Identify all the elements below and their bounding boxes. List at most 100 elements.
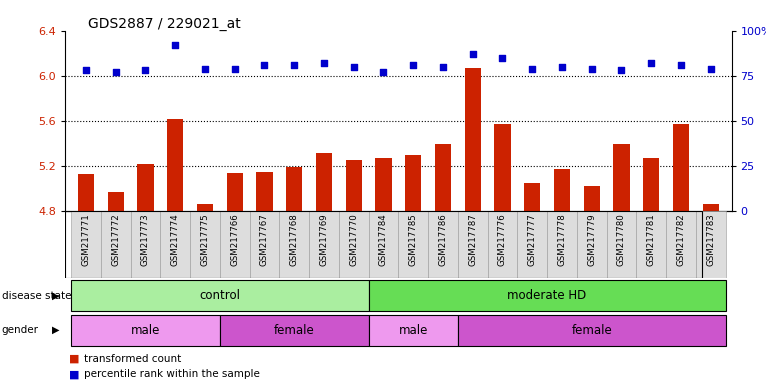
Text: GSM217777: GSM217777	[528, 213, 537, 266]
Text: disease state: disease state	[2, 291, 71, 301]
Point	[199, 66, 211, 72]
FancyBboxPatch shape	[250, 211, 280, 278]
Text: GSM217773: GSM217773	[141, 213, 150, 266]
Bar	[345, 161, 362, 211]
Text: GSM217787: GSM217787	[468, 213, 477, 266]
Bar	[614, 144, 630, 211]
Bar	[167, 119, 183, 211]
Bar	[524, 183, 540, 211]
Point	[526, 66, 538, 72]
Bar	[494, 124, 511, 211]
Point	[258, 62, 270, 68]
Point	[645, 60, 657, 66]
Text: gender: gender	[2, 325, 38, 335]
Bar	[257, 172, 273, 211]
Point	[705, 66, 717, 72]
Text: GSM217782: GSM217782	[676, 213, 686, 266]
Text: ■: ■	[69, 354, 80, 364]
Bar	[286, 167, 303, 211]
FancyBboxPatch shape	[101, 211, 130, 278]
Point	[348, 64, 360, 70]
Point	[318, 60, 330, 66]
Text: percentile rank within the sample: percentile rank within the sample	[84, 369, 260, 379]
Text: female: female	[273, 324, 315, 337]
FancyBboxPatch shape	[428, 211, 458, 278]
Text: moderate HD: moderate HD	[507, 289, 587, 302]
Point	[110, 69, 122, 75]
Point	[556, 64, 568, 70]
Point	[169, 42, 182, 48]
Bar	[71, 280, 368, 311]
Bar	[368, 280, 725, 311]
Bar	[375, 158, 391, 211]
Bar	[227, 173, 243, 211]
FancyBboxPatch shape	[547, 211, 577, 278]
Bar	[643, 158, 660, 211]
Point	[378, 69, 390, 75]
Point	[466, 51, 479, 57]
FancyBboxPatch shape	[309, 211, 339, 278]
Bar	[554, 169, 570, 211]
Text: GSM217776: GSM217776	[498, 213, 507, 266]
FancyBboxPatch shape	[71, 211, 101, 278]
Bar	[702, 204, 719, 211]
Bar	[197, 204, 213, 211]
Text: GSM217768: GSM217768	[290, 213, 299, 266]
Bar	[464, 68, 481, 211]
FancyBboxPatch shape	[517, 211, 547, 278]
FancyBboxPatch shape	[130, 211, 160, 278]
Text: GSM217781: GSM217781	[647, 213, 656, 266]
FancyBboxPatch shape	[696, 211, 725, 278]
FancyBboxPatch shape	[637, 211, 666, 278]
Bar	[458, 315, 725, 346]
Text: male: male	[398, 324, 428, 337]
Point	[585, 66, 597, 72]
FancyBboxPatch shape	[458, 211, 488, 278]
FancyBboxPatch shape	[220, 211, 250, 278]
FancyBboxPatch shape	[488, 211, 517, 278]
FancyBboxPatch shape	[160, 211, 190, 278]
Text: female: female	[571, 324, 612, 337]
Text: transformed count: transformed count	[84, 354, 182, 364]
Bar	[78, 174, 94, 211]
Point	[80, 67, 92, 73]
Point	[496, 55, 509, 61]
Bar	[107, 192, 124, 211]
Point	[288, 62, 300, 68]
Text: GSM217783: GSM217783	[706, 213, 715, 266]
Bar	[368, 315, 458, 346]
Text: GSM217769: GSM217769	[319, 213, 329, 266]
Text: GSM217770: GSM217770	[349, 213, 358, 266]
Text: GSM217772: GSM217772	[111, 213, 120, 266]
Point	[615, 67, 627, 73]
Text: GSM217779: GSM217779	[588, 213, 596, 266]
Bar	[220, 315, 368, 346]
Bar	[71, 315, 220, 346]
FancyBboxPatch shape	[280, 211, 309, 278]
Point	[437, 64, 449, 70]
Text: GSM217784: GSM217784	[379, 213, 388, 266]
Text: GSM217786: GSM217786	[438, 213, 447, 266]
Text: GSM217767: GSM217767	[260, 213, 269, 266]
Text: GSM217775: GSM217775	[201, 213, 209, 266]
Text: GSM217778: GSM217778	[558, 213, 566, 266]
Text: ▶: ▶	[51, 325, 59, 335]
FancyBboxPatch shape	[339, 211, 368, 278]
Point	[139, 67, 152, 73]
Bar	[435, 144, 451, 211]
Point	[675, 62, 687, 68]
Bar	[673, 124, 689, 211]
Text: GSM217771: GSM217771	[81, 213, 90, 266]
Text: GSM217780: GSM217780	[617, 213, 626, 266]
FancyBboxPatch shape	[577, 211, 607, 278]
Point	[228, 66, 241, 72]
FancyBboxPatch shape	[666, 211, 696, 278]
Text: control: control	[199, 289, 241, 302]
Text: GSM217785: GSM217785	[409, 213, 417, 266]
Text: GSM217766: GSM217766	[231, 213, 239, 266]
FancyBboxPatch shape	[607, 211, 637, 278]
Text: male: male	[131, 324, 160, 337]
FancyBboxPatch shape	[368, 211, 398, 278]
Point	[407, 62, 419, 68]
Text: GDS2887 / 229021_at: GDS2887 / 229021_at	[88, 17, 241, 31]
